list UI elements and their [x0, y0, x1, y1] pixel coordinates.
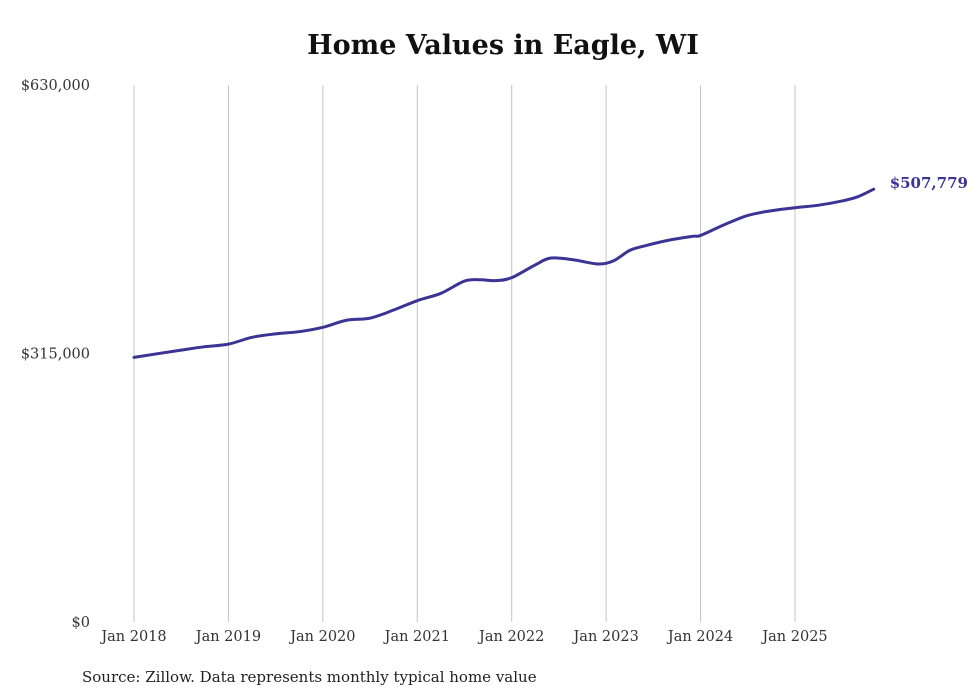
- x-tick-label: Jan 2020: [288, 629, 355, 645]
- x-tick-label: Jan 2019: [194, 629, 261, 645]
- x-tick-label: Jan 2022: [477, 629, 544, 645]
- source-note: Source: Zillow. Data represents monthly …: [82, 668, 537, 686]
- x-tick-label: Jan 2023: [571, 629, 638, 645]
- end-value-label: $507,779: [890, 174, 968, 192]
- x-tick-label: Jan 2025: [760, 629, 827, 645]
- x-tick-label: Jan 2021: [383, 629, 450, 645]
- series-line: [132, 187, 876, 359]
- y-tick-label: $0: [72, 615, 90, 631]
- chart-title: Home Values in Eagle, WI: [307, 30, 699, 61]
- y-tick-label: $315,000: [21, 347, 90, 363]
- y-tick-label: $630,000: [21, 78, 90, 94]
- x-tick-label: Jan 2018: [99, 629, 166, 645]
- x-tick-label: Jan 2024: [666, 629, 733, 645]
